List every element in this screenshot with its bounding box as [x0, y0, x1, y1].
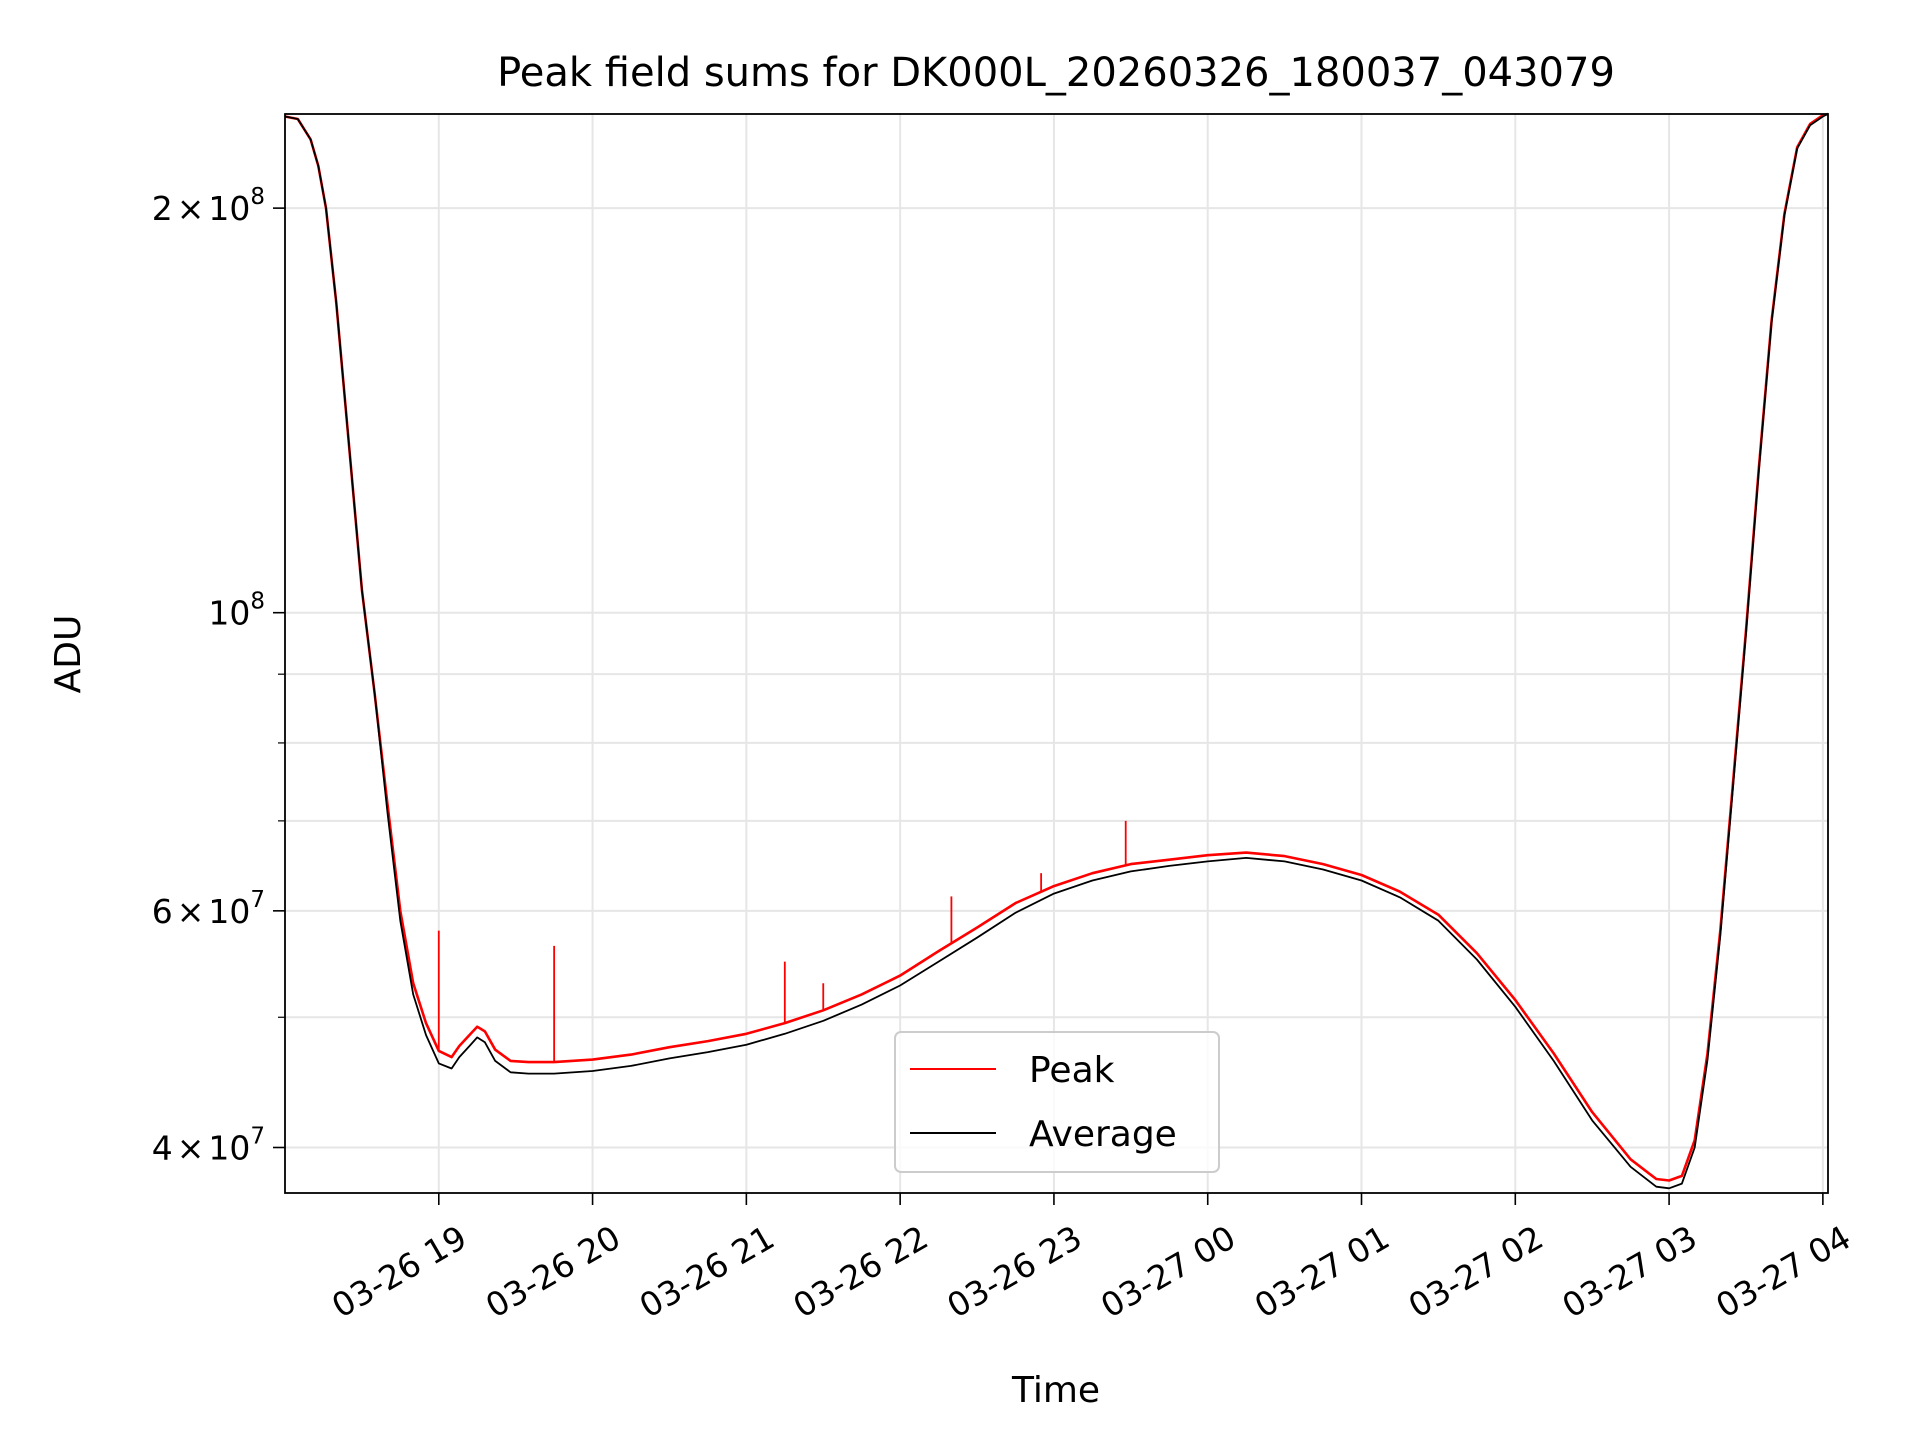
y-tick-label: 6 × 107 [152, 887, 265, 931]
y-tick-pow: 10 [208, 1128, 250, 1167]
y-tick-base: 6 [152, 892, 173, 931]
y-tick-label: 4 × 107 [152, 1123, 265, 1167]
legend-label-average: Average [1029, 1114, 1177, 1155]
legend-box [894, 1031, 1220, 1173]
series-line-peak [284, 112, 1829, 1182]
plot-frame [284, 113, 1829, 1194]
y-tick-pow: 10 [208, 594, 250, 633]
y-tick-base: 4 [152, 1128, 173, 1167]
y-tick-label: 108 [208, 589, 265, 633]
y-tick-base: 2 [152, 189, 173, 228]
y-axis-label: ADU [48, 615, 89, 694]
y-tick-exp: 7 [250, 887, 265, 913]
y-tick-pow: 10 [208, 189, 250, 228]
grid-lines [285, 114, 1828, 1193]
series-line-average [284, 113, 1829, 1190]
y-tick-mult: × [177, 1128, 205, 1167]
y-tick-exp: 8 [250, 184, 265, 210]
legend: Peak Average [894, 1031, 1220, 1173]
series-lines [284, 112, 1829, 1190]
y-tick-pow: 10 [208, 892, 250, 931]
y-tick-mult: × [177, 189, 205, 228]
legend-label-peak: Peak [1029, 1050, 1115, 1091]
x-axis-label: Time [1011, 1370, 1100, 1411]
y-tick-label: 2 × 108 [152, 184, 265, 228]
y-tick-exp: 7 [250, 1123, 265, 1149]
y-tick-mult: × [177, 892, 205, 931]
chart-title: Peak field sums for DK000L_20260326_1800… [497, 50, 1615, 96]
y-tick-exp: 8 [250, 589, 265, 615]
